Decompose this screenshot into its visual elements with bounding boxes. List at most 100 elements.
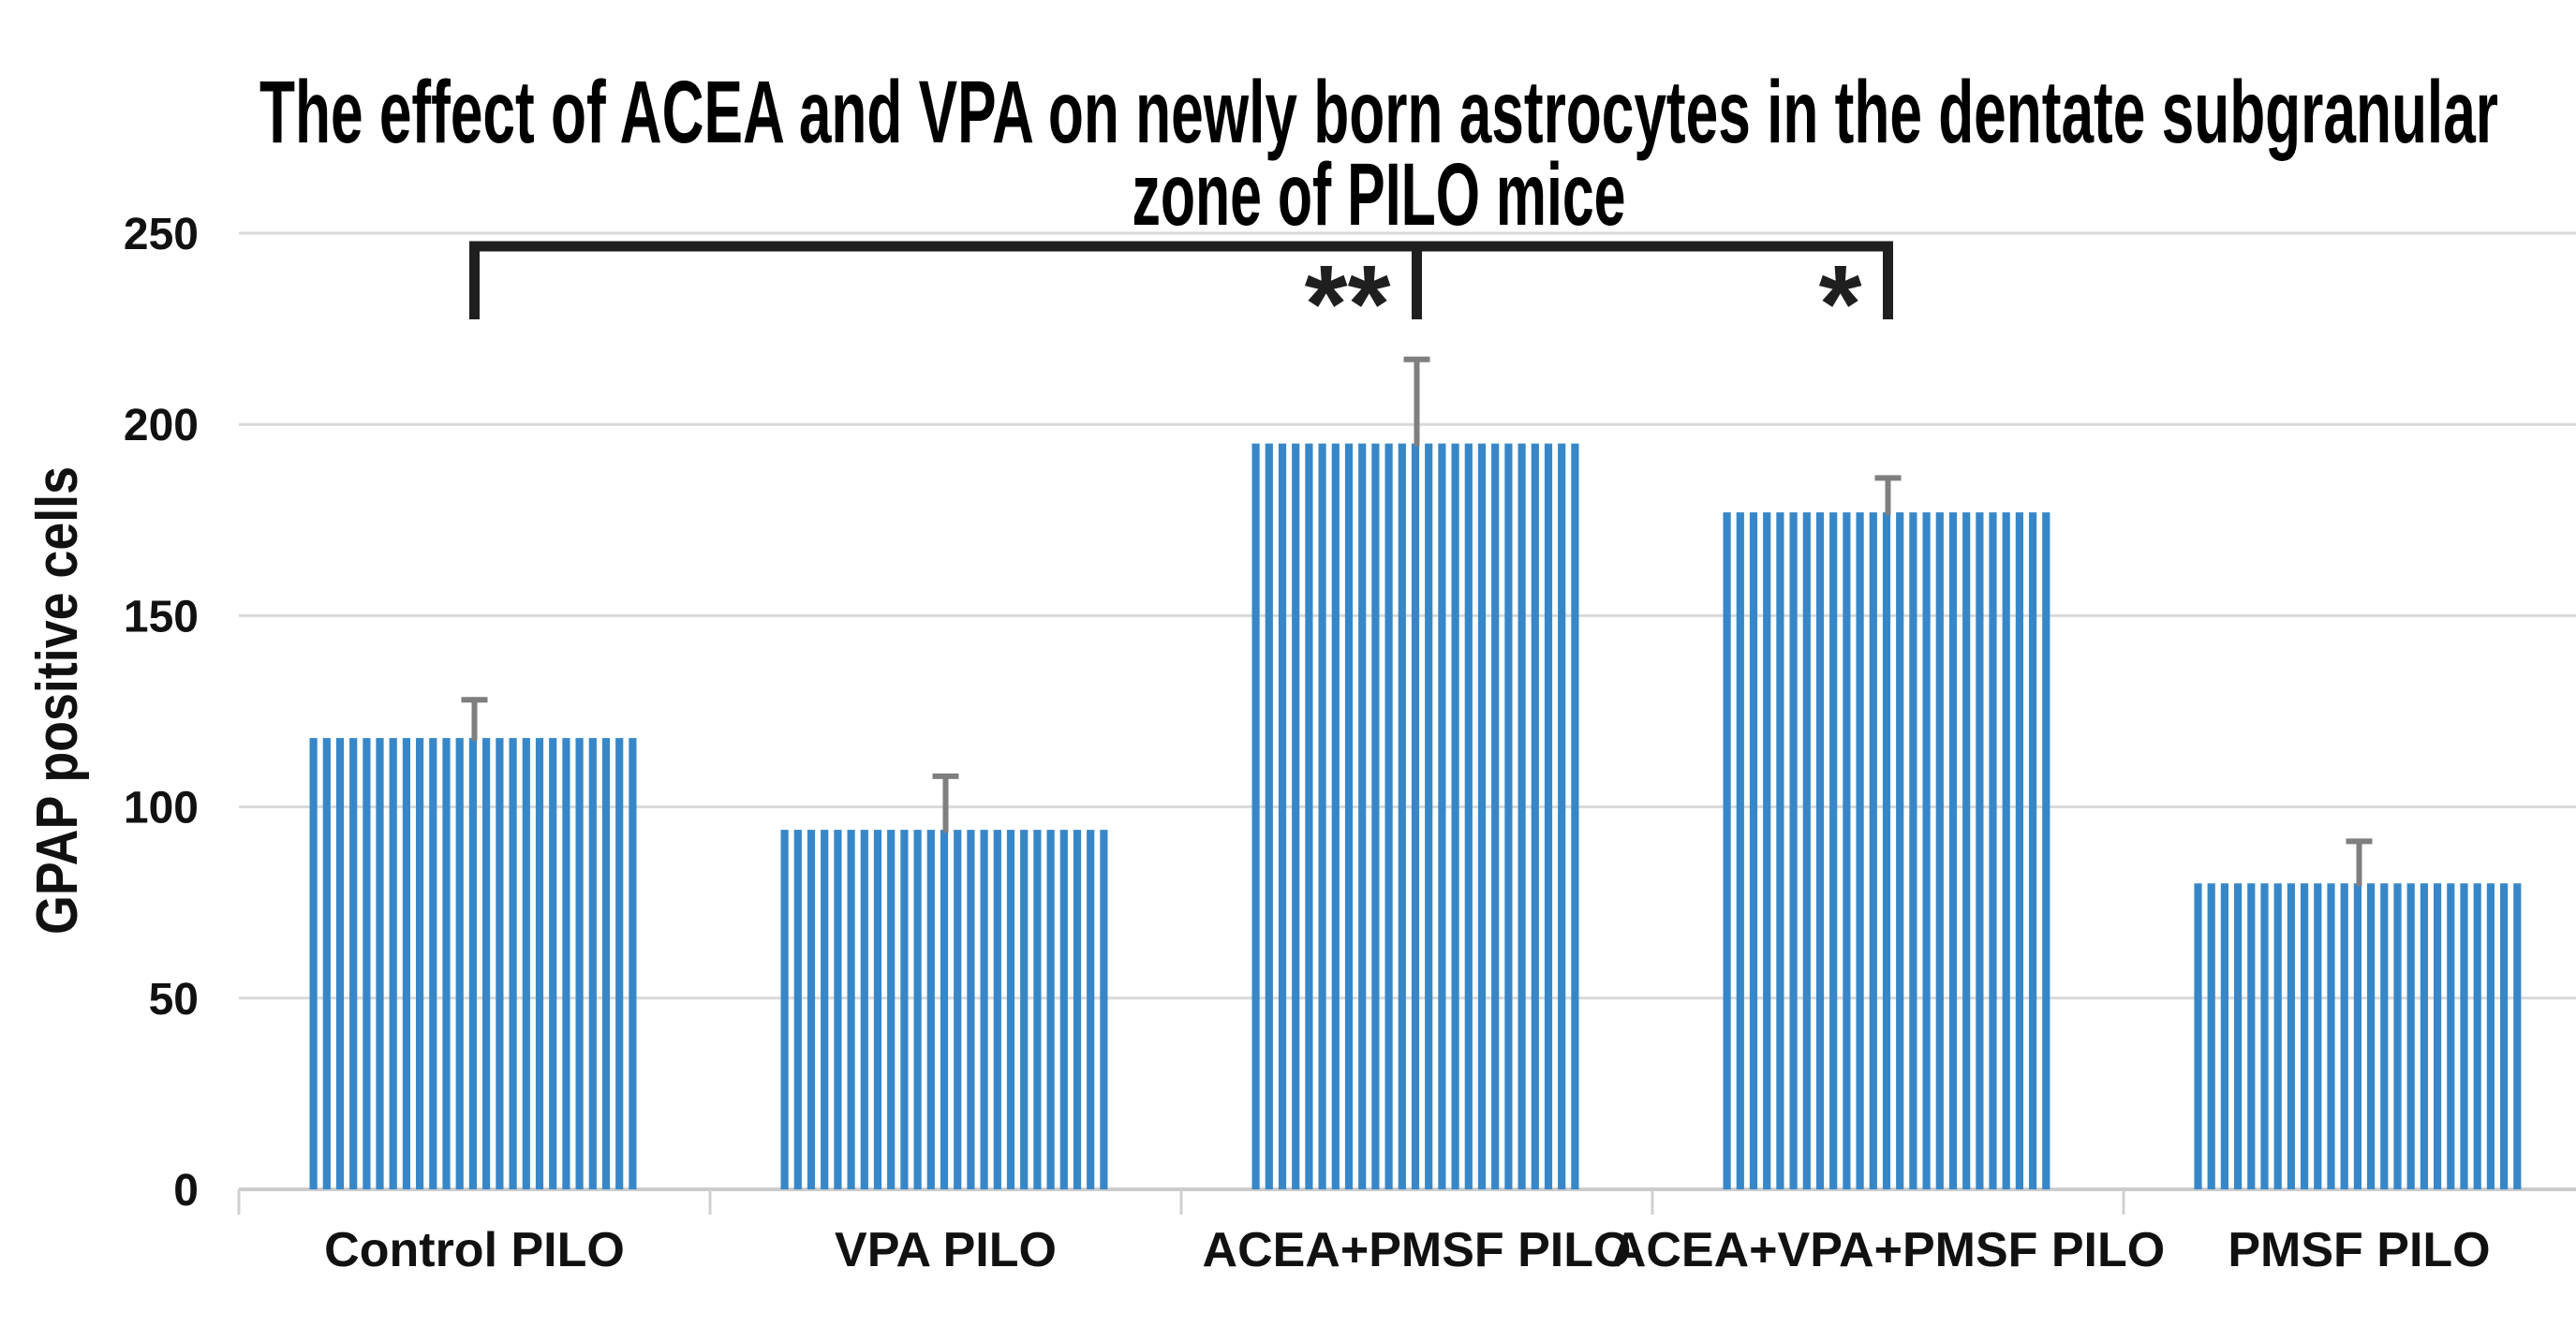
error-bar-pmsf-pilo	[2346, 838, 2373, 887]
bar-stripe	[887, 830, 896, 1190]
bar-stripe	[2420, 883, 2428, 1189]
bar-stripe	[1723, 512, 1731, 1190]
bar-stripe	[780, 830, 789, 1190]
bar-stripe	[2367, 883, 2376, 1189]
bar-stripe	[2273, 883, 2282, 1189]
x-category-label-acea-vpa-pmsf-pilo: ACEA+VPA+PMSF PILO	[1611, 1223, 2165, 1277]
y-tick-label-150: 150	[124, 592, 199, 641]
bar-stripe	[1087, 830, 1095, 1190]
bar-stripe	[1451, 443, 1459, 1190]
x-category-label-acea-pmsf-pilo: ACEA+PMSF PILO	[1203, 1223, 1632, 1277]
bar-stripe	[873, 830, 882, 1190]
bar-stripe	[2301, 883, 2309, 1189]
bar-stripe	[588, 738, 597, 1189]
bar-stripe	[1278, 443, 1287, 1190]
bar-stripe	[2220, 883, 2228, 1189]
chart-title-line-1: The effect of ACEA and VPA on newly born…	[259, 63, 2498, 162]
bar-stripe	[1935, 512, 1944, 1190]
bar-stripe	[900, 830, 909, 1190]
error-bar-vpa-pilo	[932, 773, 959, 833]
bar-stripe	[309, 738, 318, 1189]
bar-vpa-pilo	[780, 830, 1108, 1190]
bar-stripe	[847, 830, 855, 1190]
bar-stripe	[363, 738, 371, 1189]
bar-stripe	[1384, 443, 1393, 1190]
bar-stripe	[482, 738, 491, 1189]
y-tick-label-250: 250	[124, 210, 199, 259]
bar-stripe	[2393, 883, 2402, 1189]
bar-pmsf-pilo	[2194, 883, 2522, 1189]
bar-stripe	[1802, 512, 1811, 1190]
bar-stripe	[2380, 883, 2389, 1189]
y-tick-label-200: 200	[124, 401, 199, 450]
bar-stripe	[1398, 443, 1406, 1190]
bar-stripe	[468, 738, 477, 1189]
significance-label-acea-vpa-pmsf-pilo: *	[1819, 243, 1862, 366]
bar-stripe	[1896, 512, 1904, 1190]
bar-stripe	[1869, 512, 1877, 1190]
bar-stripe	[2460, 883, 2468, 1189]
bar-stripe	[1558, 443, 1566, 1190]
bar-stripe	[1976, 512, 1984, 1190]
bar-stripe	[442, 738, 451, 1189]
bar-stripe	[980, 830, 988, 1190]
x-axis-ticks	[237, 1189, 2125, 1215]
bar-stripe	[1305, 443, 1313, 1190]
bar-stripe	[1318, 443, 1326, 1190]
x-category-label-pmsf-pilo: PMSF PILO	[2228, 1223, 2490, 1277]
bar-stripe	[1265, 443, 1273, 1190]
bar-stripe	[1046, 830, 1055, 1190]
bar-stripe	[1962, 512, 1971, 1190]
bar-stripe	[2353, 883, 2361, 1189]
x-category-label-vpa-pilo: VPA PILO	[835, 1223, 1057, 1277]
bar-stripe	[2434, 883, 2442, 1189]
bar-stripe	[629, 738, 637, 1189]
bar-stripe	[2314, 883, 2322, 1189]
y-tick-label-100: 100	[124, 784, 199, 833]
bar-stripe	[2513, 883, 2522, 1189]
bar-stripe	[1815, 512, 1825, 1190]
bar-stripe	[967, 830, 975, 1190]
bar-stripe	[1006, 830, 1015, 1190]
bar-stripe	[1491, 443, 1500, 1190]
bar-stripe	[1411, 443, 1420, 1190]
bar-stripe	[455, 738, 464, 1189]
bar-stripe	[1776, 512, 1784, 1190]
y-tick-label-50: 50	[149, 975, 199, 1025]
chart-title-line-2: zone of PILO mice	[1133, 145, 1626, 244]
bar-stripe	[496, 738, 504, 1189]
bar-stripe	[535, 738, 544, 1189]
bar-stripe	[1100, 830, 1108, 1190]
bar-stripe	[1922, 512, 1931, 1190]
bar-stripe	[2260, 883, 2269, 1189]
bar-stripe	[954, 830, 962, 1190]
bar-stripe	[2500, 883, 2509, 1189]
bar-stripe	[335, 738, 345, 1189]
bar-stripe	[575, 738, 584, 1189]
bar-stripe	[1073, 830, 1082, 1190]
bar-stripe	[2002, 512, 2010, 1190]
bar-stripe	[1059, 830, 1068, 1190]
bar-stripe	[793, 830, 802, 1190]
bar-stripe	[2447, 883, 2455, 1189]
significance-bracket	[469, 241, 1893, 319]
bar-stripe	[2207, 883, 2215, 1189]
bar-stripe	[2042, 512, 2050, 1190]
bar-stripe	[1531, 443, 1539, 1190]
y-tick-label-0: 0	[173, 1166, 199, 1216]
bar-stripe	[2327, 883, 2335, 1189]
bar-stripe	[821, 830, 829, 1190]
bar-stripe	[1948, 512, 1958, 1190]
bar-stripe	[2234, 883, 2243, 1189]
error-bar-control-pilo	[461, 697, 488, 742]
bar-stripe	[1331, 443, 1340, 1190]
bar-stripe	[1504, 443, 1513, 1190]
bar-stripe	[1371, 443, 1380, 1190]
bar-stripe	[549, 738, 557, 1189]
bar-stripe	[389, 738, 397, 1189]
bar-stripe	[1736, 512, 1744, 1190]
bar-stripe	[860, 830, 868, 1190]
bar-stripe	[2247, 883, 2256, 1189]
bar-stripe	[1358, 443, 1367, 1190]
bar-stripe	[416, 738, 424, 1189]
